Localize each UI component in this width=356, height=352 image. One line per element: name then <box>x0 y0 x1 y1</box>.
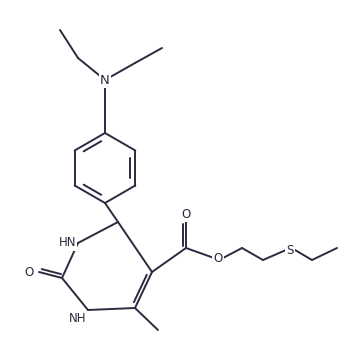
Text: O: O <box>181 208 190 221</box>
Text: O: O <box>213 251 222 264</box>
Text: S: S <box>286 244 294 257</box>
Text: NH: NH <box>68 312 86 325</box>
Text: HN: HN <box>58 237 76 250</box>
Text: O: O <box>25 265 34 278</box>
Text: N: N <box>100 74 110 87</box>
